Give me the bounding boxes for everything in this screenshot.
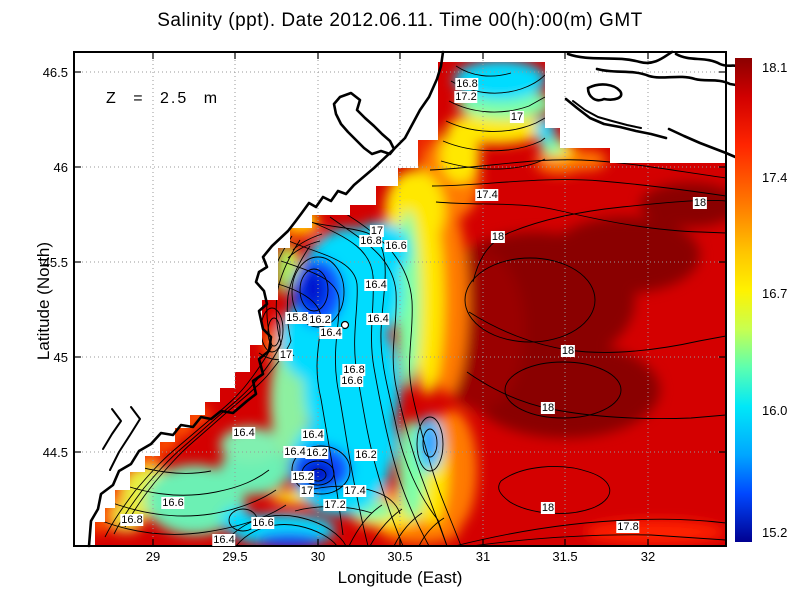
contour-label: 18: [540, 402, 556, 414]
colorbar: [735, 58, 752, 542]
x-tick-label: 31: [475, 549, 491, 564]
x-tick-label: 32: [640, 549, 656, 564]
contour-label: 16.6: [161, 497, 185, 509]
contour-label: 17: [299, 485, 315, 497]
contour-label: 18: [490, 231, 506, 243]
contour-label: 16.2: [308, 314, 332, 326]
contour-label: 16.6: [340, 375, 364, 387]
contour-label: 17.2: [323, 499, 347, 511]
x-tick-label: 29.5: [222, 549, 248, 564]
contour-label: 16.2: [305, 447, 329, 459]
y-tick-label: 45.5: [42, 255, 68, 270]
colorbar-tick-label: 16.0: [762, 403, 788, 418]
contour-label: 17.2: [454, 91, 478, 103]
x-tick-label: 30.5: [387, 549, 413, 564]
contour-label: 16.4: [366, 313, 390, 325]
y-tick-label: 46: [53, 160, 68, 175]
contour-label: 17.8: [616, 521, 640, 533]
contour-label: 16.4: [212, 534, 236, 546]
contour-label: 16.4: [364, 279, 388, 291]
axes-frame: [73, 51, 727, 547]
y-tick-label: 46.5: [42, 65, 68, 80]
depth-annotation: Z = 2.5 m: [106, 90, 220, 107]
x-axis-label: Longitude (East): [337, 568, 463, 587]
colorbar-tick-label: 17.4: [762, 170, 788, 185]
contour-label: 16.4: [283, 446, 307, 458]
contour-label: 16.4: [319, 327, 343, 339]
contour-label: 17: [509, 111, 525, 123]
contour-label: 18: [692, 197, 708, 209]
figure-title: Salinity (ppt). Date 2012.06.11. Time 00…: [157, 10, 643, 31]
contour-label: 16.8: [455, 78, 479, 90]
contour-label: 16.8: [359, 235, 383, 247]
x-tick-label: 31.5: [552, 549, 578, 564]
station-marker: [340, 320, 350, 330]
colorbar-tick-label: 18.1: [762, 60, 788, 75]
contour-label: 17: [369, 225, 385, 237]
contour-label: 15.8: [285, 312, 309, 324]
y-tick-label: 45: [53, 350, 68, 365]
contour-label: 16.6: [384, 240, 408, 252]
contour-label: 17: [278, 349, 294, 361]
colorbar-tick-label: 15.2: [762, 525, 788, 540]
colorbar-tick-label: 16.7: [762, 286, 788, 301]
contour-label: 16.6: [251, 517, 275, 529]
contour-lines: [101, 65, 726, 546]
contour-label: 16.8: [342, 364, 366, 376]
contour-label: 16.2: [354, 449, 378, 461]
x-tick-label: 29: [145, 549, 161, 564]
contour-label: 16.4: [232, 427, 256, 439]
contour-label: 18: [560, 345, 576, 357]
contour-label: 16.4: [301, 429, 325, 441]
contour-label: 18: [540, 502, 556, 514]
contour-label: 17.4: [475, 189, 499, 201]
contour-label: 16.8: [120, 514, 144, 526]
contour-label: 17.4: [343, 485, 367, 497]
x-tick-label: 30: [310, 549, 326, 564]
y-tick-label: 44.5: [42, 445, 68, 460]
contour-label: 15.2: [291, 471, 315, 483]
